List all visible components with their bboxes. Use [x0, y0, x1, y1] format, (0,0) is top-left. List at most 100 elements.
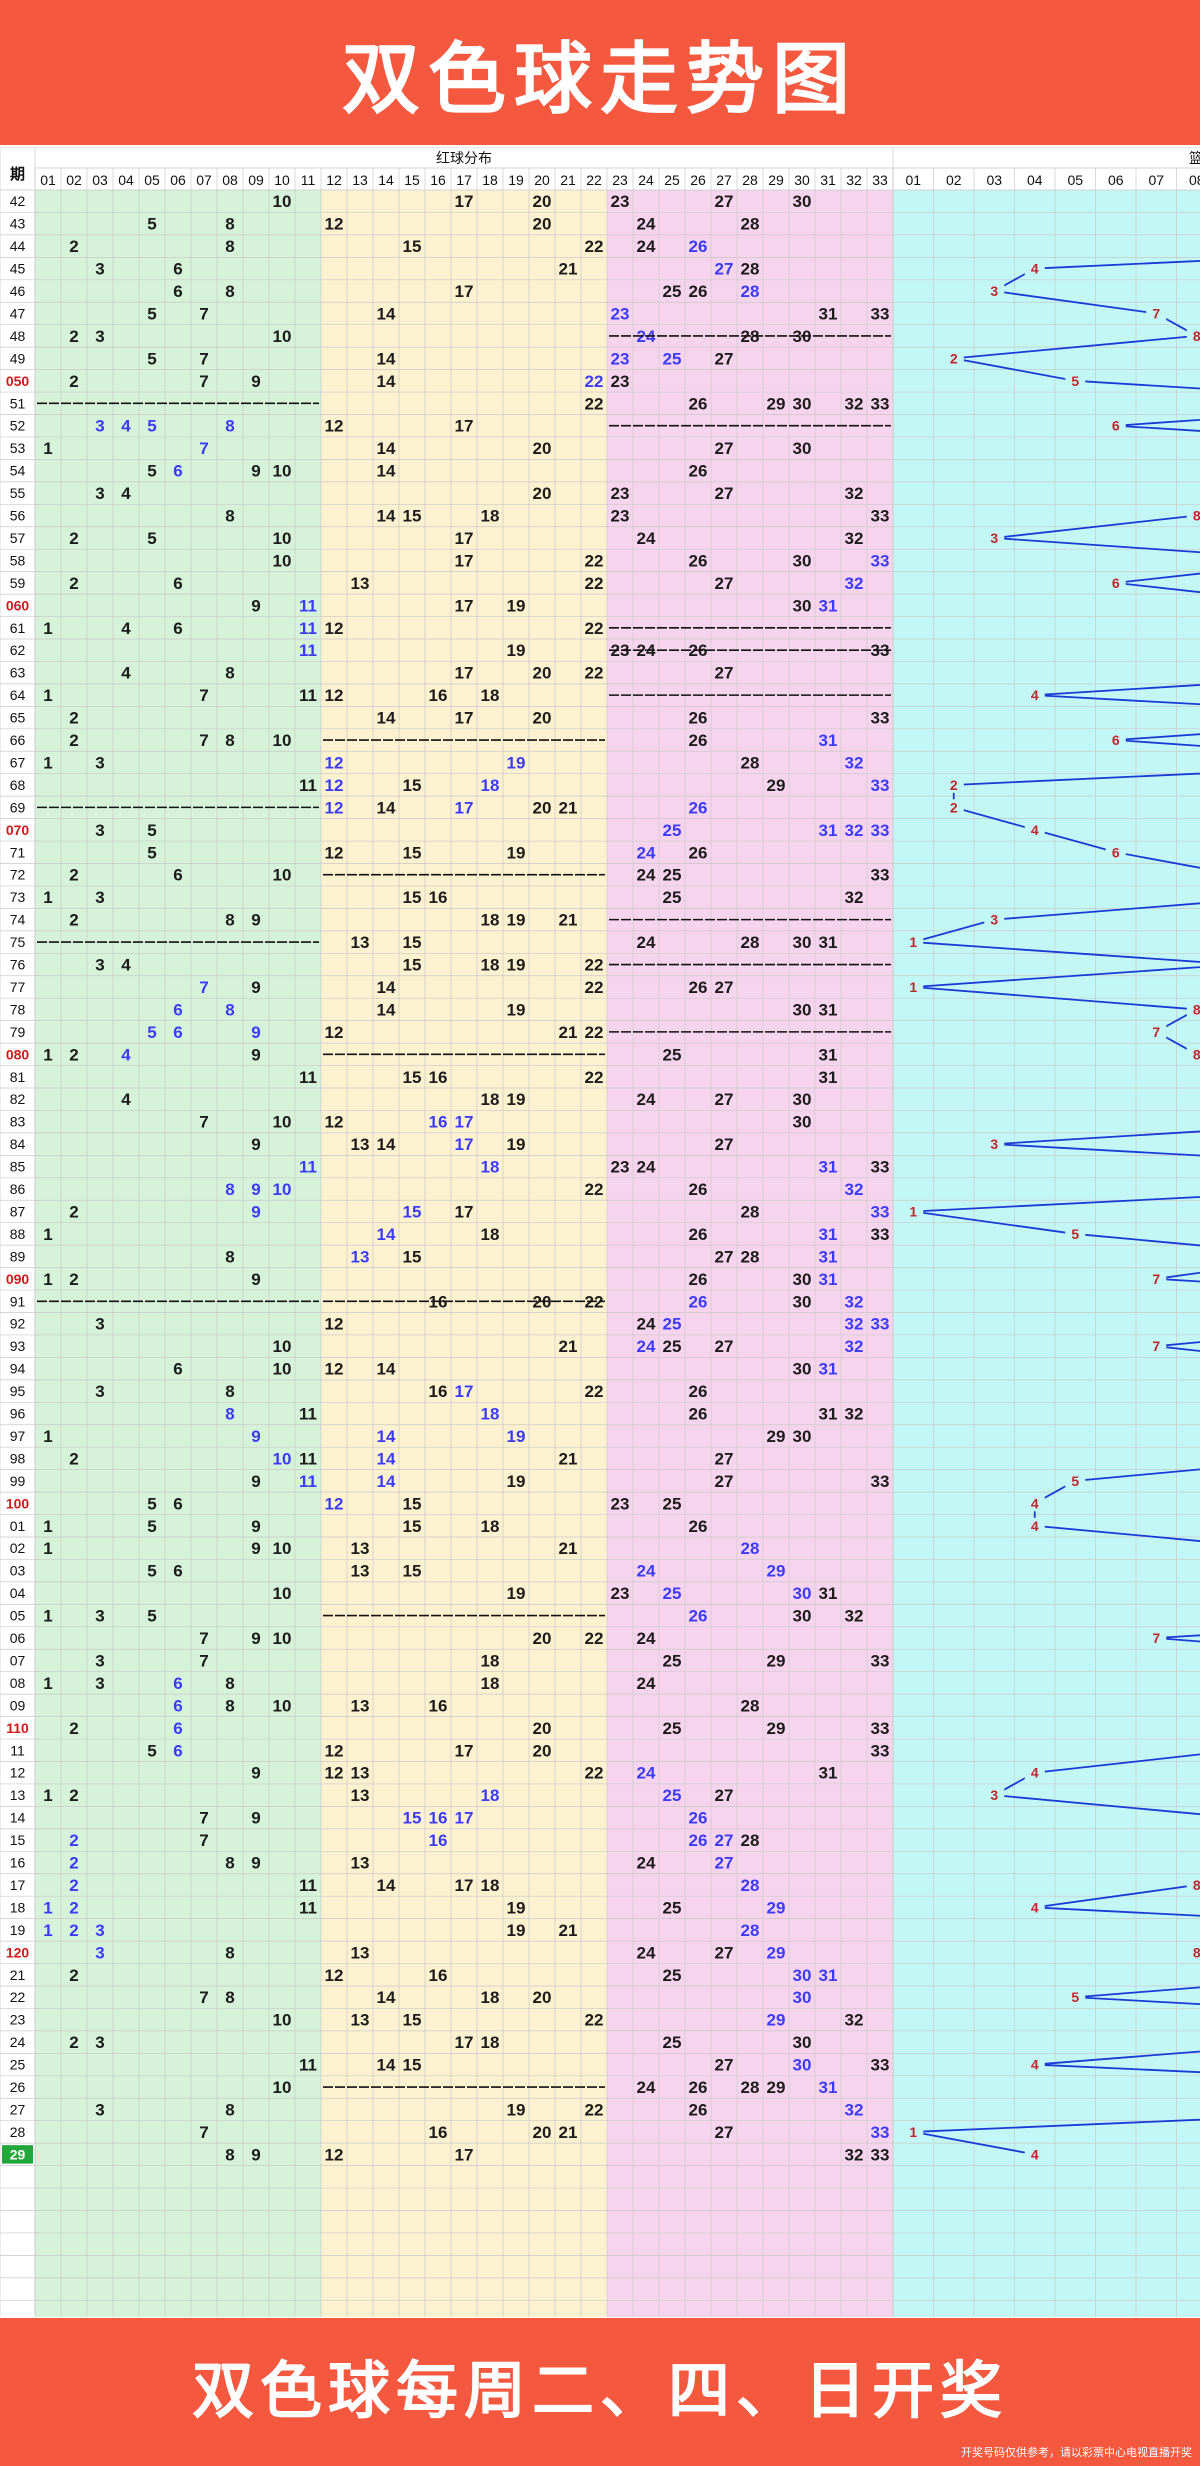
red-ball: 5 [147, 1562, 156, 1581]
blue-ball: 8 [1193, 1944, 1200, 1960]
red-ball: 32 [845, 1292, 864, 1311]
red-column-label: 06 [170, 172, 186, 188]
red-ball: 11 [299, 1898, 317, 1917]
red-ball: 28 [741, 260, 760, 279]
red-ball: 21 [559, 260, 578, 279]
red-ball: 15 [403, 1517, 422, 1536]
blue-ball: 8 [1193, 328, 1200, 344]
red-ball: 18 [481, 686, 500, 705]
red-ball: 17 [455, 1809, 474, 1828]
red-ball: 19 [507, 1921, 526, 1940]
period-cell: 07 [10, 1652, 26, 1668]
red-ball: 26 [689, 394, 708, 413]
red-ball: 12 [325, 1764, 344, 1783]
period-cell: 61 [10, 620, 26, 636]
red-column-label: 30 [794, 172, 810, 188]
red-ball: 18 [481, 1674, 500, 1693]
red-ball: 20 [533, 215, 552, 234]
blue-number-backdrop [1105, 417, 1126, 434]
red-ball: 16 [429, 1809, 448, 1828]
red-zone-3 [607, 147, 893, 2317]
red-ball: 1 [43, 1517, 52, 1536]
red-ball: 18 [481, 956, 500, 975]
blue-number-backdrop [1024, 260, 1045, 277]
red-ball: 17 [455, 282, 474, 301]
red-ball: 3 [95, 753, 104, 772]
red-ball: 21 [559, 1539, 578, 1558]
period-cell: 93 [10, 1338, 26, 1354]
period-cell: 27 [10, 2101, 26, 2117]
red-column-label: 32 [846, 172, 862, 188]
red-column-label: 23 [612, 172, 628, 188]
period-cell: 64 [10, 687, 26, 703]
blue-ball: 8 [1193, 1877, 1200, 1893]
red-ball: 20 [533, 1988, 552, 2007]
red-ball: 13 [351, 1696, 370, 1715]
red-ball: 24 [637, 1158, 656, 1177]
red-ball: 2 [69, 1449, 78, 1468]
red-column-label: 02 [66, 172, 82, 188]
red-ball: 21 [559, 1449, 578, 1468]
red-ball: 17 [455, 1741, 474, 1760]
blue-ball: 1 [909, 979, 917, 995]
red-ball: 22 [585, 2100, 604, 2119]
blue-number-backdrop [984, 911, 1005, 928]
red-ball: 33 [871, 2145, 890, 2164]
red-ball: 2 [69, 372, 78, 391]
red-ball: 2 [69, 866, 78, 885]
red-ball: 3 [95, 1943, 104, 1962]
red-ball: 5 [147, 462, 156, 481]
red-ball: 21 [559, 911, 578, 930]
period-cell: 71 [10, 844, 26, 860]
blue-number-backdrop [903, 934, 924, 951]
period-cell: 83 [10, 1114, 26, 1130]
red-ball: 30 [793, 2056, 812, 2075]
red-ball: 9 [251, 1517, 260, 1536]
red-ball: 32 [845, 1337, 864, 1356]
period-cell: 45 [10, 261, 26, 277]
period-cell: 03 [10, 1563, 26, 1579]
red-ball: 20 [533, 439, 552, 458]
red-ball: 6 [173, 1023, 182, 1042]
red-ball: 9 [251, 1135, 260, 1154]
red-ball: 9 [251, 1472, 260, 1491]
period-cell: 06 [10, 1630, 26, 1646]
period-cell: 63 [10, 665, 26, 681]
red-ball: 19 [507, 1898, 526, 1917]
red-ball: 30 [793, 439, 812, 458]
red-ball: 3 [95, 1651, 104, 1670]
red-ball: 22 [585, 237, 604, 256]
red-ball: 17 [455, 709, 474, 728]
period-cell: 59 [10, 575, 26, 591]
red-ball: 28 [741, 1539, 760, 1558]
period-cell: 04 [10, 1585, 26, 1601]
red-ball: 23 [611, 641, 630, 660]
blue-number-backdrop [1186, 1046, 1200, 1063]
red-ball: 29 [767, 394, 786, 413]
red-column-label: 05 [144, 172, 160, 188]
red-ball: 21 [559, 2123, 578, 2142]
red-ball: 11 [299, 686, 317, 705]
red-ball: 28 [741, 1831, 760, 1850]
red-ball: 14 [377, 462, 396, 481]
blue-number-backdrop [1146, 305, 1167, 322]
period-cell: 19 [10, 1922, 26, 1938]
red-column-label: 24 [638, 172, 654, 188]
red-column-label: 26 [690, 172, 706, 188]
red-ball: 10 [273, 551, 292, 570]
red-ball: 12 [325, 215, 344, 234]
red-ball: 2 [69, 237, 78, 256]
blue-ball: 4 [1031, 687, 1039, 703]
title-banner: 双色球走势图 [0, 0, 1200, 145]
red-ball: 12 [325, 1360, 344, 1379]
blue-ball: 5 [1071, 1989, 1079, 2005]
red-ball: 32 [845, 484, 864, 503]
red-ball: 18 [481, 1988, 500, 2007]
blue-number-backdrop [1024, 687, 1045, 704]
red-ball: 23 [611, 1158, 630, 1177]
red-ball: 1 [43, 1786, 52, 1805]
red-ball: 24 [637, 529, 656, 548]
red-ball: 13 [351, 1854, 370, 1873]
red-ball: 2 [69, 1876, 78, 1895]
red-column-label: 27 [716, 172, 732, 188]
